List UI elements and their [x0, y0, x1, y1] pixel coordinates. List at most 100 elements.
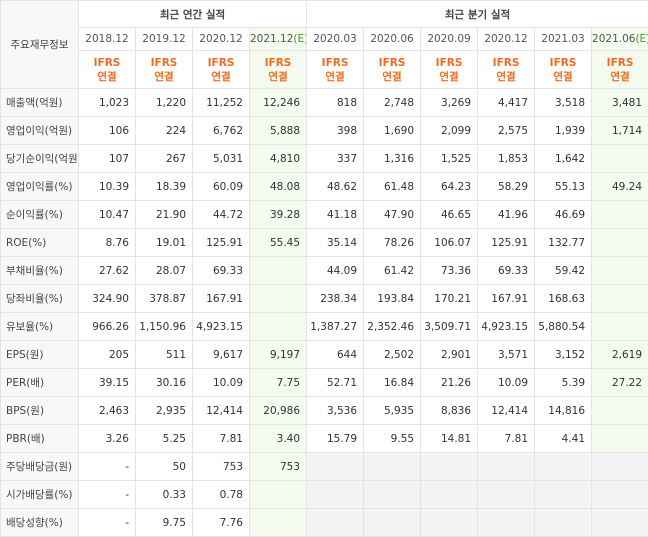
row-label: ROE(%): [0, 228, 79, 257]
cell: 35.14: [306, 228, 365, 257]
cell: 7.76: [192, 508, 250, 537]
cell: 167.91: [192, 284, 250, 313]
cell: 9.75: [135, 508, 193, 537]
cell: 2,502: [363, 340, 422, 369]
cell: [248, 480, 308, 509]
basis-line: IFRS: [150, 56, 178, 69]
cell: 267: [135, 144, 193, 173]
basis-line: 연결: [97, 70, 117, 83]
basis-row: IFRS 연결 IFRS 연결 IFRS 연결 IFRS 연결 IFRS 연결 IFRS 연결 IFRS…: [1, 50, 648, 89]
cell: 48.62: [306, 172, 365, 201]
cell: 1,150.96: [135, 312, 193, 341]
cell: -: [78, 452, 136, 481]
cell: 18.39: [135, 172, 193, 201]
cell: 27.22: [591, 368, 648, 397]
period-row: 2018.122019.122020.122021.12(E)2020.0320…: [1, 27, 648, 51]
row-label: 배당성향(%): [0, 508, 79, 537]
cell: 21.26: [420, 368, 479, 397]
cell: 7.75: [248, 368, 308, 397]
cell: 5,888: [248, 116, 308, 145]
basis-line: 연결: [268, 70, 288, 83]
row-label: 영업이익(억원): [0, 116, 79, 145]
cell: 6,762: [192, 116, 250, 145]
cell: [591, 200, 648, 229]
cell: 50: [135, 452, 193, 481]
data-row: 유보율(%) 966.26 1,150.96 4,923.15 1,387.27 2,35…: [0, 312, 648, 341]
basis-header: IFRS 연결: [420, 50, 479, 89]
cell: 61.42: [363, 256, 422, 285]
cell: [591, 144, 648, 173]
row-label: 영업이익률(%): [0, 172, 79, 201]
cell: 2,352.46: [363, 312, 422, 341]
cell: 69.33: [477, 256, 536, 285]
cell: 1,525: [420, 144, 479, 173]
cell: 324.90: [78, 284, 136, 313]
cell: 46.65: [420, 200, 479, 229]
row-label: 당기순이익(억원): [0, 144, 79, 173]
cell: 2,619: [591, 340, 648, 369]
cell: [591, 284, 648, 313]
cell: 3,536: [306, 396, 365, 425]
cell: 1,387.27: [306, 312, 365, 341]
cell: 9,617: [192, 340, 250, 369]
basis-header: IFRS 연결: [534, 50, 593, 89]
cell: [591, 256, 648, 285]
cell: 107: [78, 144, 136, 173]
group-label: 최근 연간 실적: [77, 0, 308, 28]
basis-header: IFRS 연결: [192, 50, 250, 89]
cell: [363, 508, 422, 537]
period-header: 2020.06: [363, 27, 422, 51]
period: 2020.06: [370, 33, 414, 45]
cell: 2,748: [363, 88, 422, 117]
table-head: 주요재무정보 최근 연간 실적 최근 분기 실적 2018.12 2019.12 2020…: [0, 0, 648, 89]
cell: 5,880.54: [534, 312, 593, 341]
cell: 9.55: [363, 424, 422, 453]
cell: 69.33: [192, 256, 250, 285]
basis-header: IFRS 연결: [591, 50, 648, 89]
basis-line: IFRS: [378, 56, 406, 69]
cell: [591, 312, 648, 341]
cell: 1,690: [363, 116, 422, 145]
period-header: 2021.12(E): [248, 27, 308, 51]
cell: 28.07: [135, 256, 193, 285]
corner-label: 주요재무정보: [0, 0, 79, 89]
cell: 3,152: [534, 340, 593, 369]
cell: [591, 424, 648, 453]
cell: 1,853: [477, 144, 536, 173]
cell: 168.63: [534, 284, 593, 313]
cell: 4.41: [534, 424, 593, 453]
basis-line: IFRS: [492, 56, 520, 69]
cell: 5,935: [363, 396, 422, 425]
group-label: 최근 분기 실적: [306, 0, 648, 28]
cell: 7.81: [477, 424, 536, 453]
basis-header: IFRS 연결: [248, 50, 308, 89]
period: 2020.09: [427, 33, 471, 45]
cell: 55.13: [534, 172, 593, 201]
cell: 966.26: [78, 312, 136, 341]
cell: [420, 480, 479, 509]
cell: 106: [78, 116, 136, 145]
cell: [477, 508, 536, 537]
data-row: PBR(배) 3.26 5.25 7.81 3.40 15.79 9.55 14.81 7.81…: [0, 424, 648, 453]
cell: 3,518: [534, 88, 593, 117]
cell: 238.34: [306, 284, 365, 313]
basis-header: IFRS 연결: [477, 50, 536, 89]
cell: 15.79: [306, 424, 365, 453]
cell: 1,939: [534, 116, 593, 145]
basis-line: 연결: [553, 70, 573, 83]
data-row: 당기순이익(억원) 107 267 5,031 4,810 337 1,316 1,525 1,…: [0, 144, 648, 173]
cell: 60.09: [192, 172, 250, 201]
cell: 2,463: [78, 396, 136, 425]
cell: 5,031: [192, 144, 250, 173]
row-label: PER(배): [0, 368, 79, 397]
cell: 41.96: [477, 200, 536, 229]
cell: 4,923.15: [477, 312, 536, 341]
header-row: 주요재무정보 최근 연간 실적 최근 분기 실적: [0, 0, 648, 89]
cell: 8,836: [420, 396, 479, 425]
period: 2021.06: [592, 33, 636, 45]
cell: 12,414: [192, 396, 250, 425]
period-header: 2021.06(E): [591, 27, 648, 51]
cell: [248, 312, 308, 341]
data-row: 배당성향(%) -9.75 7.76: [0, 508, 648, 537]
cell: 39.28: [248, 200, 308, 229]
